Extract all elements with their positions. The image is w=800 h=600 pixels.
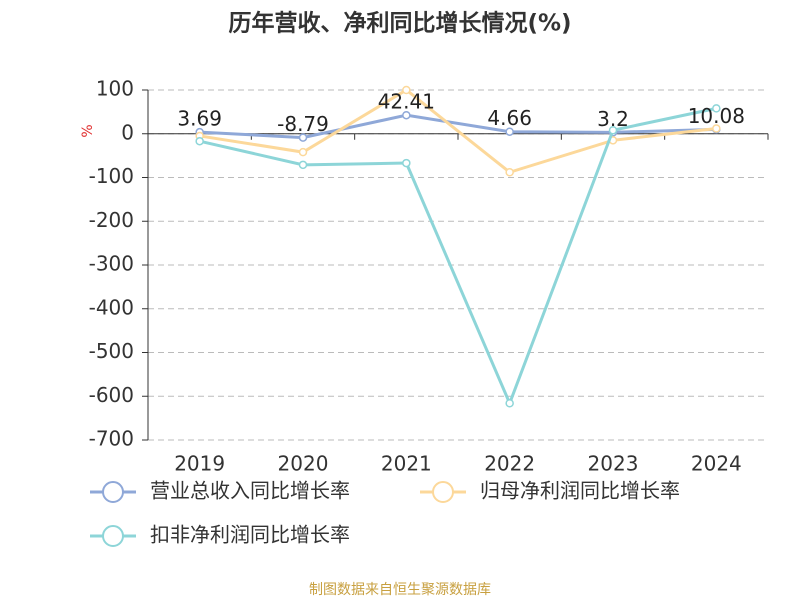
- series-line: [199, 88, 717, 174]
- point: [402, 85, 411, 95]
- data-label: 3.2: [597, 107, 629, 131]
- x-tick-label: 2020: [278, 452, 329, 476]
- data-label: 4.66: [487, 106, 532, 130]
- point: [505, 127, 514, 136]
- footer: 制图数据来自恒生聚源数据库: [309, 582, 491, 598]
- legend-marker: [102, 481, 124, 503]
- legend-marker: [102, 525, 124, 547]
- point: [505, 399, 514, 408]
- y-tick-label: -100: [89, 164, 134, 188]
- point: [298, 147, 308, 157]
- y-tick-label: 0: [121, 120, 134, 144]
- x-tick-label: 2024: [691, 452, 742, 476]
- y-tick-label: -300: [89, 252, 134, 276]
- y-tick-label: -600: [89, 383, 134, 407]
- y-tick-label: -400: [89, 295, 134, 319]
- y-tick-label: 100: [96, 77, 134, 101]
- data-label: 3.69: [177, 107, 222, 131]
- chart-title: 历年营收、净利同比增长情况(%): [228, 10, 571, 37]
- point: [712, 104, 721, 113]
- point: [195, 136, 204, 146]
- x-tick-label: 2023: [588, 452, 639, 476]
- legend-label[interactable]: 营业总收入同比增长率: [150, 479, 350, 503]
- x-tick-label: 2021: [381, 452, 432, 476]
- legend-label[interactable]: 归母净利润同比增长率: [480, 479, 680, 503]
- legend-marker: [432, 481, 454, 503]
- series-line: [199, 113, 717, 140]
- point: [402, 158, 411, 168]
- point: [608, 126, 618, 135]
- data-label: 42.41: [378, 90, 435, 114]
- point: [712, 124, 721, 133]
- x-tick-label: 2022: [484, 452, 535, 476]
- data-label: 10.08: [688, 104, 745, 128]
- y-tick-label: -500: [89, 339, 134, 363]
- point: [505, 168, 514, 177]
- y-axis-label: %: [80, 124, 96, 137]
- y-tick-label: -200: [89, 208, 134, 232]
- y-tick-label: -700: [89, 427, 134, 451]
- point: [298, 160, 308, 170]
- series-line: [199, 106, 717, 408]
- data-label: -8.79: [277, 112, 329, 136]
- point: [402, 110, 411, 120]
- legend-label[interactable]: 扣非净利润同比增长率: [150, 523, 350, 547]
- point: [298, 133, 308, 142]
- x-tick-label: 2019: [174, 452, 225, 476]
